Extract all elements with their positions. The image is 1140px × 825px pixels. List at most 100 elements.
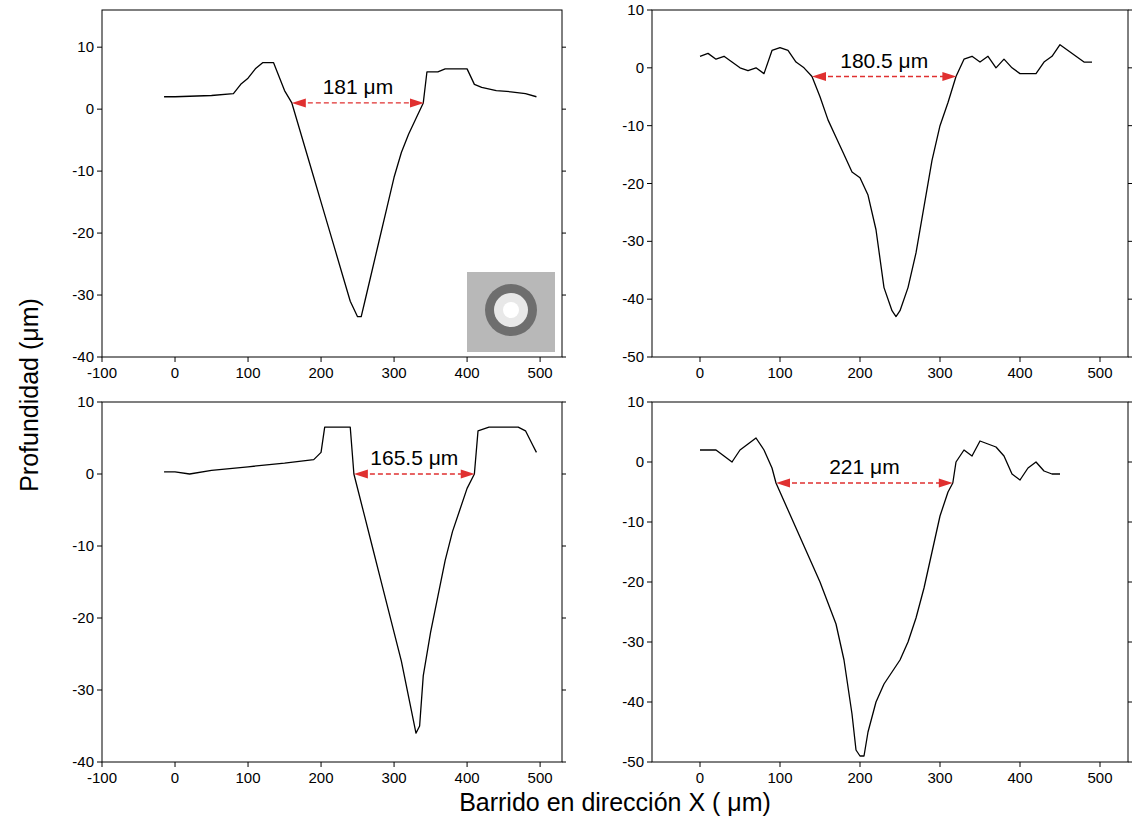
y-tick-label: 10 [77,393,94,410]
x-tick-label: 400 [1007,769,1032,786]
panel: 0100200300400500-50-40-30-20-10010180.5 … [622,1,1132,381]
y-tick-label: -20 [622,573,644,590]
x-tick [321,357,322,362]
y-tick [97,47,102,48]
y-tick-right [1128,10,1132,11]
y-tick-right [1128,357,1132,358]
profile-line [700,45,1092,317]
y-tick-right [562,295,566,296]
y-tick [647,67,652,68]
x-tick-label: 500 [528,364,553,381]
y-tick [647,10,652,11]
label-patch [368,446,460,469]
inset-ring [485,284,537,336]
y-tick-label: -40 [72,753,94,770]
figure: -1000100200300400500-40-30-20-10010181 μ… [0,0,1140,825]
x-tick [700,762,701,767]
x-tick [175,762,176,767]
x-tick [321,762,322,767]
y-tick-right [1128,241,1132,242]
x-tick-label: 300 [927,364,952,381]
arrow-head [354,470,368,479]
x-tick [248,357,249,362]
y-tick [647,241,652,242]
panel: -1000100200300400500-40-30-20-10010165.5… [72,393,566,786]
y-tick-label: 10 [627,393,644,410]
y-tick-right [1128,125,1132,126]
arrow-head [812,72,826,81]
y-tick [647,702,652,703]
y-tick [97,295,102,296]
x-tick [540,357,541,362]
y-tick-label: 0 [636,453,644,470]
y-tick-right [562,690,566,691]
y-tick-label: 0 [86,100,94,117]
profile-line [164,427,536,733]
width-label: 180.5 μm [840,49,928,72]
y-tick [97,474,102,475]
y-tick [647,299,652,300]
y-tick-right [1128,642,1132,643]
y-tick-label: -10 [622,117,644,134]
data-group [164,63,536,317]
data-group [700,438,1060,756]
inset-center [503,302,519,318]
x-tick [394,357,395,362]
y-tick-right [562,474,566,475]
width-annotation: 180.5 μm [812,49,956,82]
x-tick-label: 200 [309,769,334,786]
inset-core [494,293,528,327]
width-arrow [362,473,467,474]
arrow-head [776,479,790,488]
y-tick [647,642,652,643]
x-tick-label: 300 [382,364,407,381]
x-tick-label: 200 [847,769,872,786]
width-annotation: 221 μm [776,455,953,488]
y-tick-label: 0 [636,59,644,76]
y-tick [647,582,652,583]
x-tick [540,762,541,767]
label-patch [321,75,395,98]
width-annotation: 165.5 μm [354,446,475,479]
profile-line [700,438,1060,756]
y-tick [647,462,652,463]
y-tick-right [562,546,566,547]
x-tick-label: 200 [309,364,334,381]
inset-bg [467,272,555,352]
width-label: 165.5 μm [370,446,458,469]
x-tick [1100,762,1101,767]
arrow-head [942,72,956,81]
x-tick-label: -100 [87,769,117,786]
y-tick [97,690,102,691]
x-tick-label: 400 [1007,364,1032,381]
y-tick [647,183,652,184]
y-tick [647,125,652,126]
panel: 0100200300400500-50-40-30-20-10010221 μm [622,393,1132,786]
y-tick-label: 10 [77,38,94,55]
label-patch [838,49,930,72]
width-label: 221 μm [829,455,899,478]
y-tick-label: -20 [72,224,94,241]
x-tick-label: 100 [236,769,261,786]
y-tick-label: -40 [622,290,644,307]
y-tick-right [562,357,566,358]
inset-image [467,272,555,352]
arrow-head [410,98,424,107]
y-tick [647,357,652,358]
y-tick-label: -10 [72,537,94,554]
y-tick-right [1128,299,1132,300]
x-tick-label: -100 [87,364,117,381]
x-tick-label: 200 [847,364,872,381]
x-tick-label: 0 [696,364,704,381]
x-tick [175,357,176,362]
panel: -1000100200300400500-40-30-20-10010181 μ… [72,10,566,381]
data-group [164,427,536,733]
x-tick [1020,762,1021,767]
y-tick-label: -30 [622,633,644,650]
y-tick [647,402,652,403]
plot-frame [652,402,1128,762]
y-tick-right [1128,522,1132,523]
y-tick-label: -30 [72,286,94,303]
y-tick-right [1128,702,1132,703]
width-arrow [784,482,945,483]
